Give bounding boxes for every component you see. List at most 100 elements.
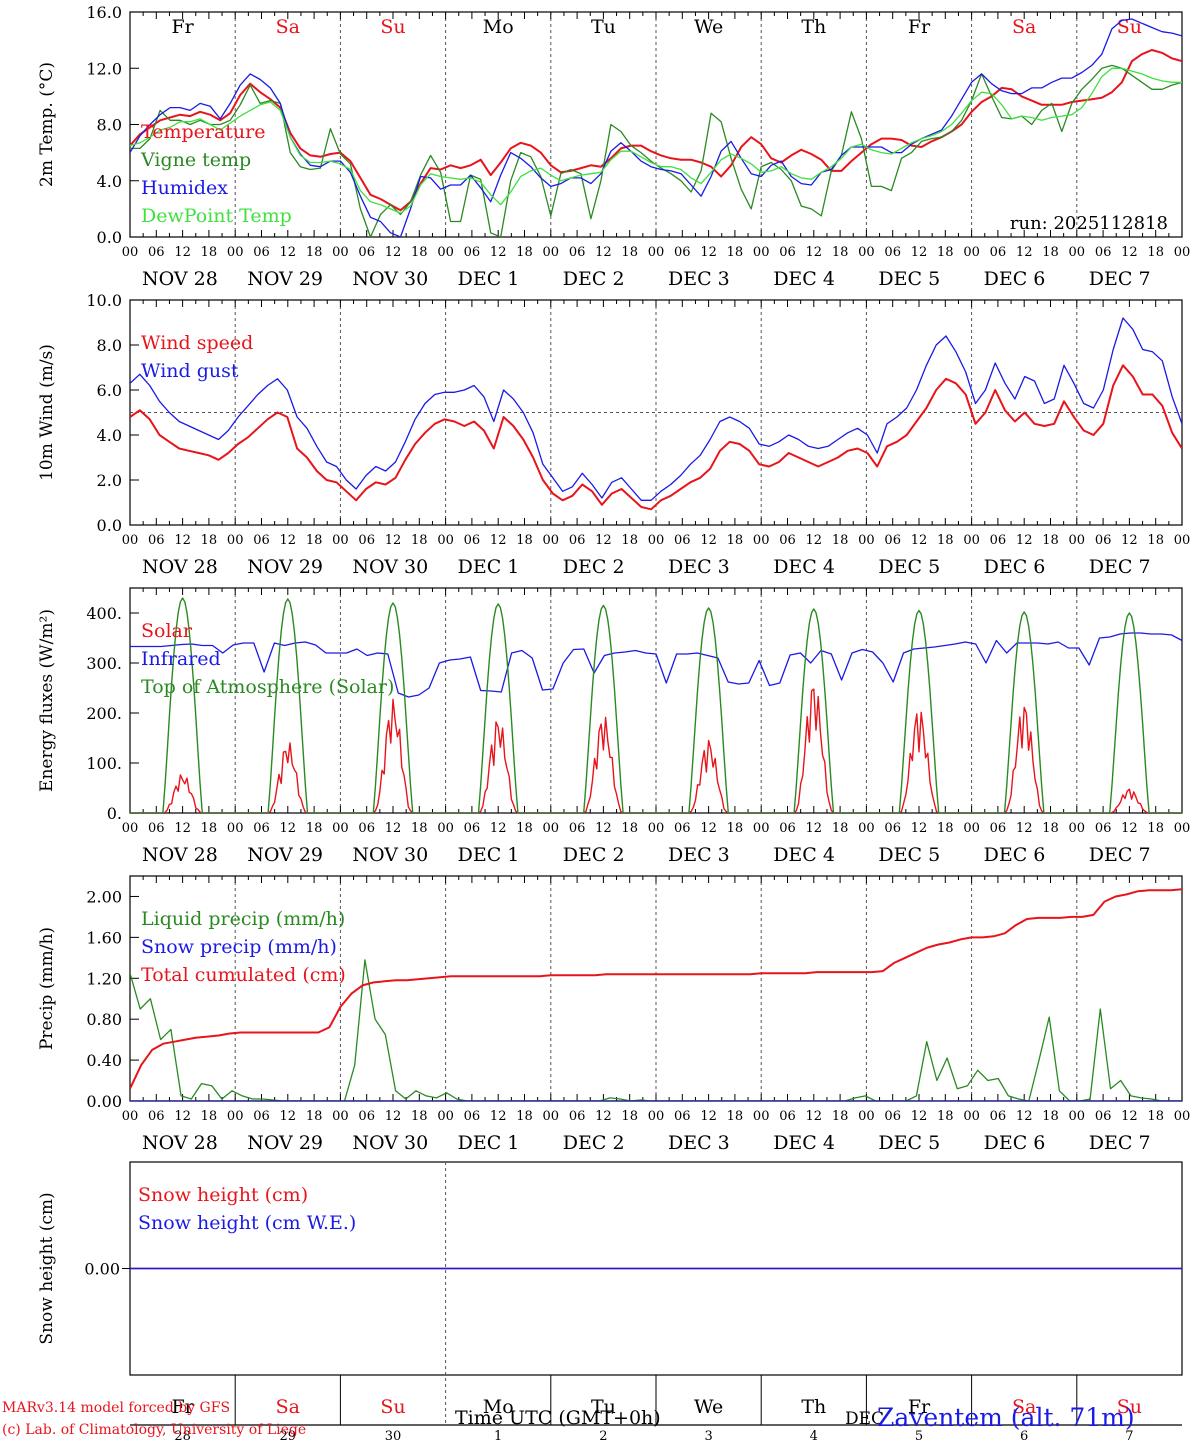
weekday-label: Sa: [276, 1396, 300, 1418]
hour-tick-label: 18: [1147, 821, 1164, 836]
weekday-label: Tu: [591, 16, 616, 38]
day-number-label: 5: [915, 1429, 923, 1440]
hour-tick-label: 06: [464, 245, 481, 260]
hour-tick-label: 06: [569, 533, 586, 548]
weekday-label: Fr: [171, 1396, 194, 1418]
day-number-label: 29: [280, 1429, 297, 1440]
panel-5: Fr 28 Sa 29 Su 30 Mo 1 Tu 2 We 3 Th 4 Fr 5 Sa 6 Su 7 0.00 Sno…: [37, 1161, 1183, 1440]
weekday-label: Su: [1117, 1396, 1142, 1418]
y-tick-label: 1.20: [86, 969, 122, 988]
hour-tick-label: 00: [963, 1109, 980, 1124]
y-tick-label: 4.0: [97, 426, 122, 445]
weekday-label: Su: [380, 1396, 405, 1418]
hour-tick-label: 00: [753, 821, 770, 836]
hour-tick-label: 00: [437, 821, 454, 836]
dec-label: DEC: [845, 1409, 884, 1429]
y-tick-label: 0.00: [86, 1092, 122, 1111]
hour-tick-label: 00: [543, 821, 560, 836]
hour-tick-label: 06: [358, 821, 375, 836]
date-label: DEC 4: [773, 268, 835, 290]
panels-group: 00 06 12 18 00 06 12 18 00 06 12 18 00 06 12 18 00 06 12 18…: [37, 3, 1190, 1440]
hour-tick-label: 18: [201, 1109, 218, 1124]
hour-tick-label: 12: [1016, 821, 1033, 836]
weekday-label: We: [694, 16, 723, 38]
date-label: DEC 7: [1089, 268, 1151, 290]
hour-tick-label: 12: [1016, 533, 1033, 548]
legend-entry: Wind speed: [141, 332, 253, 354]
hour-tick-label: 18: [621, 245, 638, 260]
hour-tick-label: 00: [1069, 245, 1086, 260]
hour-tick-label: 12: [385, 821, 402, 836]
date-label: DEC 2: [563, 1132, 625, 1154]
hour-tick-label: 12: [911, 245, 928, 260]
hour-tick-label: 12: [806, 245, 823, 260]
hour-tick-label: 00: [753, 533, 770, 548]
hour-tick-label: 00: [122, 245, 139, 260]
hour-tick-label: 00: [543, 245, 560, 260]
hour-tick-label: 00: [227, 533, 244, 548]
y-axis-label: Energy fluxes (W/m²): [37, 609, 57, 792]
hour-tick-label: 00: [1069, 821, 1086, 836]
weekday-label: Fr: [908, 16, 931, 38]
y-tick-label: 100.: [86, 754, 122, 773]
hour-tick-label: 18: [1147, 533, 1164, 548]
credit-line-1: MARv3.14 model forced by GFS: [2, 1400, 230, 1416]
hour-tick-label: 12: [490, 245, 507, 260]
legend-entry: Total cumulated (cm): [141, 964, 346, 986]
date-label: NOV 28: [142, 844, 218, 866]
hour-tick-label: 18: [516, 821, 533, 836]
hour-tick-label: 06: [358, 245, 375, 260]
hour-tick-label: 12: [1121, 533, 1138, 548]
hour-tick-label: 12: [280, 1109, 297, 1124]
y-axis-label: 2m Temp. (°C): [37, 62, 57, 187]
hour-tick-label: 06: [253, 533, 270, 548]
date-label: DEC 2: [563, 556, 625, 578]
hour-tick-label: 18: [1147, 245, 1164, 260]
hour-tick-label: 00: [332, 245, 349, 260]
hour-tick-label: 06: [569, 1109, 586, 1124]
hour-tick-label: 18: [516, 245, 533, 260]
hour-tick-label: 00: [122, 533, 139, 548]
hour-tick-label: 06: [884, 821, 901, 836]
legend-entry: Temperature: [141, 121, 265, 143]
hour-tick-label: 00: [437, 245, 454, 260]
date-label: DEC 4: [773, 1132, 835, 1154]
hour-tick-label: 06: [779, 533, 796, 548]
hour-tick-label: 00: [1174, 821, 1191, 836]
date-label: DEC 3: [668, 844, 730, 866]
hour-tick-label: 00: [543, 1109, 560, 1124]
date-label: DEC 1: [458, 268, 520, 290]
hour-tick-label: 06: [674, 821, 691, 836]
hour-tick-label: 12: [385, 533, 402, 548]
hour-tick-label: 18: [306, 1109, 323, 1124]
hour-tick-label: 06: [990, 245, 1007, 260]
hour-tick-label: 18: [516, 533, 533, 548]
hour-tick-label: 06: [1095, 533, 1112, 548]
hour-tick-label: 00: [437, 533, 454, 548]
y-tick-label: 0.0: [97, 516, 122, 535]
y-tick-label: 6.0: [97, 381, 122, 400]
hour-tick-label: 00: [648, 821, 665, 836]
hour-tick-label: 18: [937, 1109, 954, 1124]
hour-tick-label: 00: [753, 1109, 770, 1124]
hour-tick-label: 18: [1042, 821, 1059, 836]
series-group: [130, 18, 1182, 237]
hour-tick-label: 06: [148, 821, 165, 836]
weekday-label: Sa: [1012, 16, 1036, 38]
hour-tick-label: 00: [963, 245, 980, 260]
credit-line-2: (c) Lab. of Climatology, University of L…: [2, 1422, 306, 1438]
hour-tick-label: 18: [727, 821, 744, 836]
x-axis-label: Time UTC (GMT+0h): [455, 1407, 661, 1429]
hour-tick-label: 06: [674, 533, 691, 548]
hour-tick-label: 06: [358, 1109, 375, 1124]
legend-entry: Snow height (cm): [138, 1184, 308, 1206]
hour-tick-label: 06: [990, 533, 1007, 548]
legend-entry: DewPoint Temp: [141, 205, 292, 227]
hour-tick-label: 00: [648, 533, 665, 548]
date-label: DEC 5: [878, 556, 940, 578]
date-label: DEC 6: [984, 556, 1046, 578]
panel-2: 00 06 12 18 00 06 12 18 00 06 12 18 00 06 12 18 00 06 12 18…: [37, 291, 1190, 578]
y-tick-label: 10.0: [86, 291, 122, 310]
date-label: DEC 4: [773, 844, 835, 866]
hour-tick-label: 18: [832, 821, 849, 836]
